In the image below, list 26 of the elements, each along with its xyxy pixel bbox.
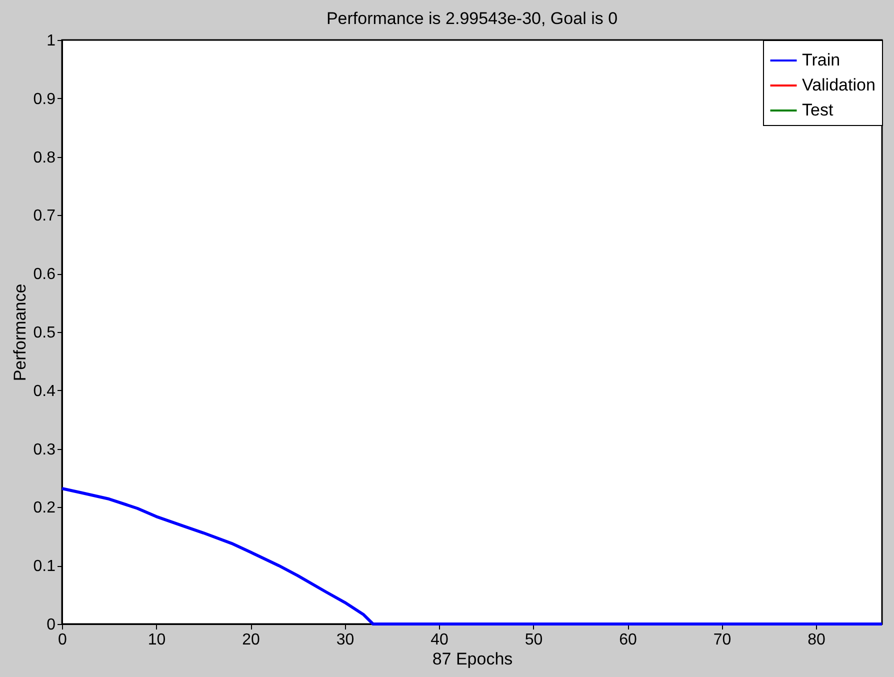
x-axis-title: 87 Epochs (432, 650, 513, 668)
y-tick-label: 0.4 (33, 382, 56, 400)
y-tick-label: 0.6 (33, 266, 56, 284)
y-tick-label: 0 (46, 616, 56, 634)
x-tick-label: 30 (336, 632, 354, 648)
legend-label: Train (802, 50, 840, 70)
y-tick-label: 0.3 (33, 441, 56, 458)
legend-label: Test (802, 100, 834, 120)
y-tick-label: 0.1 (33, 558, 56, 576)
y-axis-title: Performance (10, 284, 30, 382)
y-tick-label: 1 (46, 32, 56, 50)
legend-label: Validation (802, 76, 876, 94)
x-tick-label: 80 (808, 632, 826, 648)
y-tick-label: 0.5 (33, 324, 56, 342)
x-tick-label: 60 (619, 632, 638, 648)
y-tick-label: 0.8 (33, 149, 56, 166)
x-tick-label: 70 (713, 632, 732, 648)
x-tick-label: 40 (430, 632, 449, 648)
x-tick-label: 10 (148, 632, 166, 648)
y-tick-label: 0.9 (33, 90, 56, 108)
y-tick-label: 0.7 (33, 208, 56, 225)
x-tick-label: 50 (524, 632, 543, 648)
x-tick-label: 20 (242, 632, 260, 648)
x-tick-label: 0 (58, 632, 68, 648)
y-tick-label: 0.2 (33, 500, 56, 517)
chart-title: Performance is 2.99543e-30, Goal is 0 (326, 9, 618, 28)
